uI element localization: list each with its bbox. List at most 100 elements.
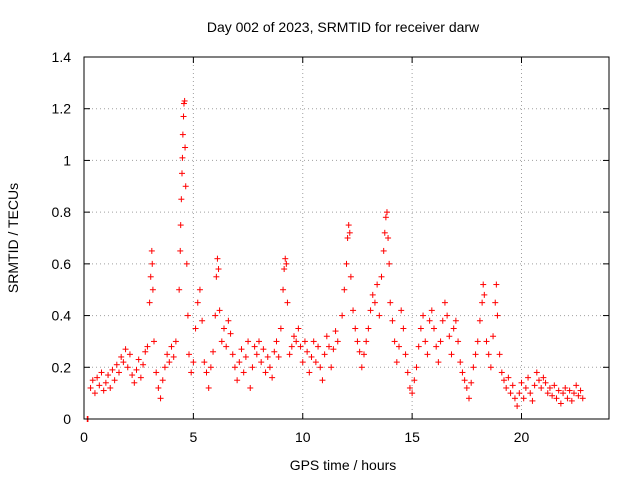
data-point [400, 325, 407, 332]
data-point [306, 369, 313, 376]
x-tick-label: 20 [514, 429, 530, 445]
data-point [310, 338, 317, 345]
data-point [549, 392, 556, 399]
data-point [514, 403, 521, 410]
data-point [560, 390, 567, 397]
data-point [264, 353, 271, 360]
data-point [155, 384, 162, 391]
data-point [137, 374, 144, 381]
x-axis-ticks: 0 5 10 15 20 [80, 57, 529, 445]
data-point [452, 317, 459, 324]
data-point [177, 247, 184, 254]
data-point [214, 255, 221, 262]
data-point [344, 235, 351, 241]
data-point [507, 390, 514, 397]
data-point [516, 390, 523, 397]
data-point [566, 387, 573, 394]
data-point [147, 273, 154, 280]
data-point [275, 353, 282, 360]
data-point [266, 364, 273, 371]
data-point [485, 351, 492, 358]
data-point [446, 333, 453, 340]
data-point [179, 170, 185, 177]
data-point [308, 353, 315, 360]
data-point [245, 338, 252, 345]
y-tick-label: 0 [63, 411, 71, 427]
data-point [188, 369, 195, 376]
y-tick-label: 1 [63, 152, 71, 168]
data-point [481, 291, 488, 298]
data-point [126, 351, 133, 358]
x-tick-label: 10 [295, 429, 311, 445]
data-point [180, 113, 187, 120]
data-point [315, 343, 322, 350]
y-tick-label: 0.4 [52, 308, 72, 324]
data-point [102, 379, 109, 386]
data-point [281, 266, 288, 273]
data-point [498, 369, 505, 376]
data-point [87, 384, 94, 391]
data-point [183, 260, 190, 267]
data-point [107, 384, 114, 391]
data-point [216, 307, 223, 314]
data-point [172, 338, 179, 345]
data-point [437, 338, 444, 345]
data-point [178, 196, 185, 203]
data-point [404, 369, 411, 376]
y-tick-label: 0.8 [52, 204, 72, 220]
data-point [299, 359, 306, 366]
data-point [210, 348, 217, 355]
data-point [129, 372, 136, 379]
data-point [525, 374, 532, 381]
data-point [433, 343, 440, 350]
data-point [161, 364, 168, 371]
data-point [431, 325, 437, 332]
data-point [391, 338, 398, 345]
data-point [247, 384, 254, 391]
data-point [319, 377, 326, 384]
data-point [455, 338, 462, 345]
data-point [116, 369, 122, 376]
data-point [190, 359, 197, 366]
data-point [487, 364, 494, 371]
data-point [577, 387, 584, 394]
data-point [182, 183, 189, 190]
data-point [376, 312, 383, 319]
data-point [182, 144, 189, 151]
data-point [122, 346, 129, 353]
data-point [389, 317, 396, 324]
data-point [277, 325, 284, 332]
data-point [441, 299, 448, 306]
data-point [562, 384, 569, 391]
data-point [371, 299, 378, 306]
data-point [234, 377, 241, 384]
data-point [231, 364, 238, 371]
data-point [509, 382, 516, 389]
data-point [196, 286, 203, 293]
data-point [215, 266, 222, 273]
data-point [242, 353, 249, 360]
data-point [297, 343, 304, 350]
data-point [424, 351, 431, 358]
data-point [505, 374, 512, 381]
data-point [213, 273, 220, 280]
data-point [89, 377, 96, 384]
y-tick-label: 0.6 [52, 256, 72, 272]
data-point [568, 397, 575, 404]
data-point [398, 307, 405, 314]
data-point [378, 273, 385, 280]
data-point [133, 366, 140, 373]
data-point [402, 351, 409, 358]
data-point [251, 343, 258, 350]
data-point [352, 325, 359, 332]
data-point [544, 390, 551, 397]
data-point [181, 97, 188, 104]
data-point [450, 325, 457, 332]
data-point [383, 209, 390, 216]
data-point [332, 328, 339, 335]
data-point [385, 235, 392, 241]
data-point [149, 286, 156, 293]
data-point [573, 382, 580, 389]
data-point [148, 247, 155, 254]
plot-frame [83, 56, 610, 420]
